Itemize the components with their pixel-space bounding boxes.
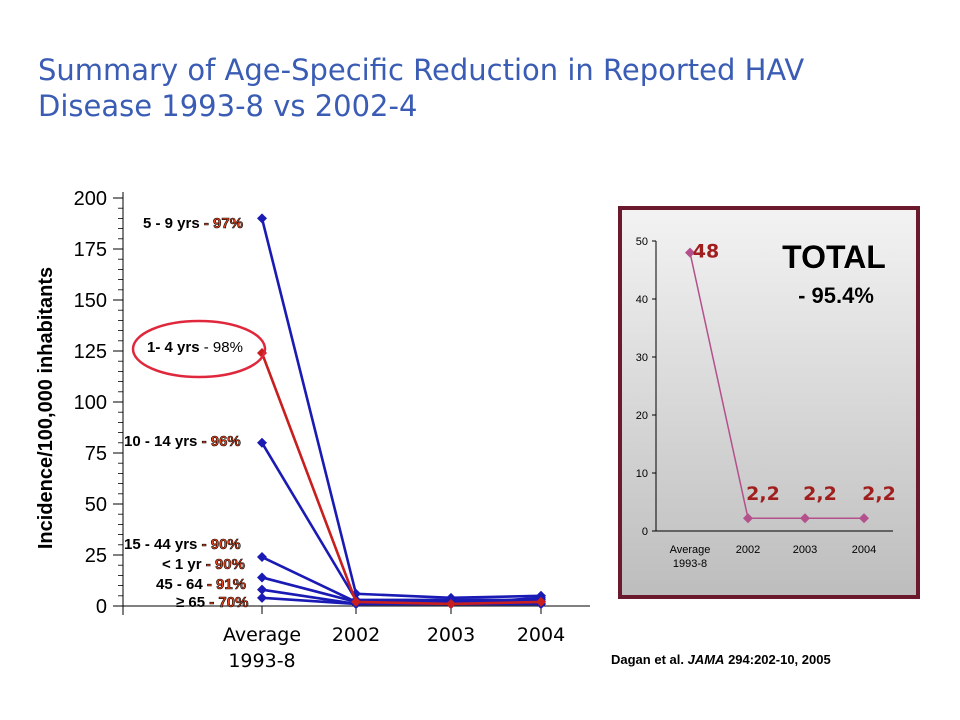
inset-x-tick-label: Average — [670, 544, 711, 556]
inset-y-tick-label: 40 — [636, 294, 648, 306]
citation-authors: Dagan et al. — [611, 652, 684, 667]
inset-chart: 0 10 20 30 40 50 Average 1993-8 2002 2003 2004 TO… — [618, 206, 920, 599]
citation: Dagan et al. JAMA 294:202-10, 2005 — [611, 652, 831, 667]
data-point — [257, 213, 267, 224]
citation-ref: 294:202-10, 2005 — [728, 652, 831, 667]
data-point — [536, 596, 546, 607]
inset-data-label: 2,2 — [746, 483, 780, 505]
highlight-circle — [131, 319, 267, 379]
x-tick-label: 2003 — [427, 624, 475, 646]
data-point — [257, 592, 267, 603]
inset-y-tick-label: 50 — [636, 236, 648, 248]
inset-data-point — [859, 513, 869, 524]
inset-data-label: 2,2 — [803, 483, 837, 505]
inset-y-tick-label: 0 — [642, 526, 648, 538]
y-tick-label: 150 — [74, 290, 107, 312]
series-label: 1- 4 yrs - 98% — [147, 339, 243, 356]
inset-data-point — [685, 247, 695, 258]
series-label: ≥ 65 - 70% — [176, 594, 248, 611]
inset-x-tick-label: 2003 — [793, 544, 817, 556]
slide-title: Summary of Age-Specific Reduction in Rep… — [38, 53, 805, 123]
series-label: 5 - 9 yrs - 97% — [143, 215, 243, 232]
x-tick-label: Average — [223, 624, 301, 646]
inset-x-tick-label: 2004 — [852, 544, 876, 556]
series-name: 10 - 14 yrs — [124, 433, 202, 450]
inset-x-tick-label: 2002 — [736, 544, 760, 556]
inset-y-tick-label: 20 — [636, 410, 648, 422]
y-tick-label: 75 — [85, 443, 107, 465]
y-tick-label: 25 — [85, 545, 107, 567]
main-chart: 0 25 50 75 100 125 150 175 200 Average 1993-8 2002… — [35, 188, 590, 672]
x-tick-label: 2002 — [332, 624, 380, 646]
inset-data-point — [743, 513, 753, 524]
inset-series-line — [689, 252, 864, 519]
series-label: 15 - 44 yrs - 90% — [124, 536, 241, 553]
inset-y-tick-label: 30 — [636, 352, 648, 364]
inset-subtitle: - 95.4% — [798, 283, 874, 308]
inset-title: TOTAL — [782, 239, 886, 275]
series-name: ≥ 65 — [176, 594, 209, 611]
series-label: 45 - 64 - 91% — [156, 576, 246, 593]
series-name: 1- 4 yrs — [147, 339, 204, 356]
y-tick-label: 125 — [74, 341, 107, 363]
data-point — [257, 572, 267, 583]
x-tick-label: 1993-8 — [228, 650, 295, 672]
series-reduction: - 96% — [202, 433, 241, 450]
y-axis-label: Incidence/100,000 inhabitants — [35, 267, 57, 549]
series-reduction: - 90% — [206, 556, 245, 573]
data-point — [446, 598, 456, 609]
inset-frame — [618, 206, 920, 599]
inset-data-label: 48 — [693, 241, 719, 263]
inset-x-tick-label: 1993-8 — [673, 558, 707, 570]
y-tick-label: 100 — [74, 392, 107, 414]
data-point — [351, 596, 361, 607]
series-name: 5 - 9 yrs — [143, 215, 204, 232]
y-tick-label: 175 — [74, 239, 107, 261]
series-line — [260, 218, 542, 600]
series-reduction: - 70% — [209, 594, 248, 611]
series-reduction: - 90% — [202, 536, 241, 553]
data-point — [257, 552, 267, 563]
y-tick-label: 0 — [96, 596, 107, 618]
y-tick-label: 50 — [85, 494, 107, 516]
data-point — [257, 584, 267, 595]
series-reduction: - 91% — [207, 576, 246, 593]
series-line — [260, 352, 542, 606]
data-point — [257, 437, 267, 448]
y-tick-label: 200 — [74, 188, 107, 210]
inset-y-tick-label: 10 — [636, 468, 648, 480]
series-reduction: - 97% — [204, 215, 243, 232]
citation-journal: JAMA — [687, 652, 725, 667]
series-name: 45 - 64 — [156, 576, 207, 593]
series-name: < 1 yr — [162, 556, 206, 573]
inset-data-point — [800, 513, 810, 524]
series-name: 15 - 44 yrs — [124, 536, 202, 553]
series-label: 10 - 14 yrs - 96% — [124, 433, 241, 450]
series-reduction: - 98% — [204, 339, 243, 356]
inset-data-label: 2,2 — [862, 483, 896, 505]
series-label: < 1 yr - 90% — [162, 556, 245, 573]
x-tick-label: 2004 — [517, 624, 565, 646]
